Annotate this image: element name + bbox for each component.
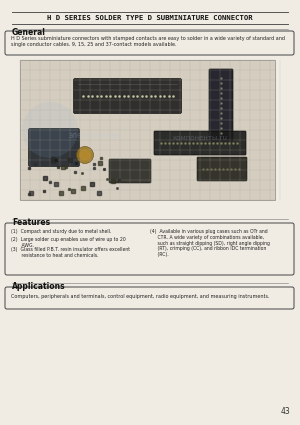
Circle shape xyxy=(79,149,91,161)
FancyBboxPatch shape xyxy=(154,131,246,155)
FancyBboxPatch shape xyxy=(5,31,294,55)
Text: (2)  Large solder cup enables use of wire up to 20
       AWG.: (2) Large solder cup enables use of wire… xyxy=(11,237,126,248)
Text: электронные: электронные xyxy=(68,130,122,139)
Circle shape xyxy=(76,147,94,164)
Text: General: General xyxy=(12,28,46,37)
FancyBboxPatch shape xyxy=(5,287,294,309)
FancyBboxPatch shape xyxy=(109,159,151,183)
FancyBboxPatch shape xyxy=(74,79,182,113)
Text: H D SERIES SOLDER TYPE D SUBMINIATURE CONNECTOR: H D SERIES SOLDER TYPE D SUBMINIATURE CO… xyxy=(47,15,253,21)
FancyBboxPatch shape xyxy=(5,223,294,275)
FancyBboxPatch shape xyxy=(197,157,247,181)
Circle shape xyxy=(22,102,78,158)
Bar xyxy=(20,60,275,200)
Text: Features: Features xyxy=(12,218,50,227)
Text: (4)  Available in various plug cases such as OTr and
     CTR. A wide variety of: (4) Available in various plug cases such… xyxy=(150,229,270,257)
Text: (1)  Compact and sturdy due to metal shell.: (1) Compact and sturdy due to metal shel… xyxy=(11,229,111,234)
Text: Applications: Applications xyxy=(12,282,66,291)
Text: (3)  Glass filled P.B.T. resin insulator offers excellent
       resistance to h: (3) Glass filled P.B.T. resin insulator … xyxy=(11,247,130,258)
FancyBboxPatch shape xyxy=(209,69,233,141)
FancyBboxPatch shape xyxy=(28,128,80,167)
Text: компоненты.ru: компоненты.ru xyxy=(172,135,227,141)
Text: Computers, peripherals and terminals, control equipment, radio equipment, and me: Computers, peripherals and terminals, co… xyxy=(11,294,269,299)
Text: 43: 43 xyxy=(280,407,290,416)
Text: H D Series subminiature connectors with stamped contacts are easy to solder in a: H D Series subminiature connectors with … xyxy=(11,36,285,47)
